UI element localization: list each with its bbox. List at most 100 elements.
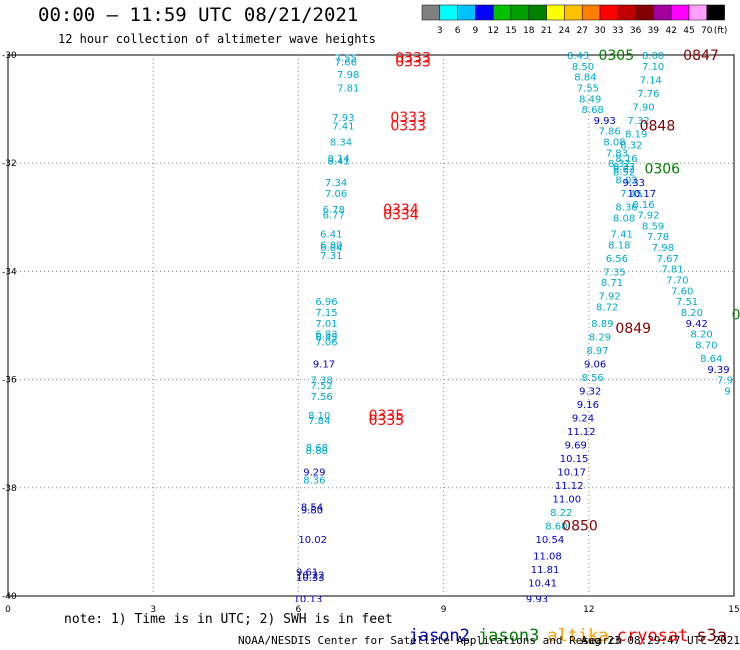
wave-height-label: 8.68 — [306, 443, 328, 454]
wave-height-label: 11.00 — [553, 495, 582, 506]
wave-height-label: 7.9 — [717, 376, 733, 387]
wave-height-label: 8.22 — [550, 508, 572, 519]
wave-height-label: 10.15 — [560, 454, 589, 465]
colorbar-label: 39 — [648, 26, 660, 36]
y-tick-label: -32 — [2, 159, 17, 169]
wave-height-label: 8.20 — [690, 330, 712, 341]
colorbar-label: 42 — [665, 26, 676, 36]
wave-height-label: 9.69 — [565, 441, 587, 452]
wave-height-label: 6.96 — [315, 297, 337, 308]
wave-height-label: 6.78 — [323, 205, 345, 216]
wave-height-label: 9.42 — [686, 319, 708, 330]
wave-height-label: 9.06 — [584, 359, 606, 370]
wave-height-label: 11.12 — [555, 481, 584, 492]
wave-height-label: 7.34 — [325, 178, 347, 189]
wave-height-label: 7.92 — [637, 211, 659, 222]
wave-height-label: 8.08 — [603, 138, 625, 149]
wave-height-label: 8.41 — [327, 156, 349, 167]
legend-item-altika: altika — [547, 626, 609, 646]
wave-height-label: 7.52 — [311, 381, 333, 392]
wave-height-label: 6.80 — [320, 240, 342, 251]
wave-height-label: 7.70 — [666, 276, 688, 287]
pass-time-label: 0333 — [395, 51, 431, 67]
wave-height-label: 9.93 — [526, 595, 548, 606]
wave-height-label: 6.84 — [320, 243, 342, 254]
wave-height-label: 8.84 — [574, 73, 596, 84]
wave-height-label: 8.52 — [613, 167, 635, 178]
wave-height-label: 9.80 — [301, 505, 323, 516]
wave-height-label: 8.37 — [613, 162, 635, 173]
wave-height-label: 8.49 — [579, 94, 601, 105]
wave-height-label: 8.59 — [642, 221, 664, 232]
pass-time-label: 0850 — [562, 519, 598, 535]
wave-height-label: 7.81 — [337, 83, 359, 94]
wave-height-label: 8.00 — [642, 51, 664, 62]
colorbar-label: 3 — [437, 26, 443, 36]
wave-height-label: 7.32 — [628, 116, 650, 127]
wave-height-label: 8.32 — [608, 159, 630, 170]
wave-height-label: 8.32 — [620, 140, 642, 151]
colorbar-label: 9 — [473, 26, 479, 36]
colorbar-swatch — [706, 4, 725, 21]
colorbar: 3 6 9 12 15 18 21 24 27 30 33 36 39 42 45 70 (ft) — [421, 4, 728, 36]
legend-item-s3a: s3a — [696, 626, 728, 646]
wave-height-label: 8.56 — [582, 373, 604, 384]
y-tick-label: -36 — [2, 376, 17, 386]
wave-height-label: 7.38 — [311, 376, 333, 387]
wave-height-label: 8.16 — [632, 200, 654, 211]
colorbar-label: 18 — [523, 26, 535, 36]
colorbar-label: 36 — [630, 26, 642, 36]
wave-height-label: 8.43 — [567, 51, 589, 62]
wave-height-label: 7.66 — [335, 57, 357, 68]
wave-height-label: 8.02 — [615, 175, 637, 186]
wave-height-label: 9.17 — [313, 359, 335, 370]
x-tick-label: 6 — [296, 605, 302, 615]
wave-height-label: 7.60 — [671, 286, 693, 297]
x-tick-label: 12 — [583, 605, 594, 615]
wave-height-label: 7.83 — [606, 148, 628, 159]
legend-item-cryosat: cryosat — [616, 626, 689, 646]
wave-height-label: 6.83 — [315, 330, 337, 341]
x-tick-label: 0 — [5, 605, 11, 615]
wave-height-label: 10.02 — [298, 535, 327, 546]
x-tick-label: 9 — [441, 605, 447, 615]
wave-height-label: 10.17 — [557, 468, 586, 479]
wave-height-label: 7.86 — [598, 127, 620, 138]
x-tick-label: 15 — [728, 605, 739, 615]
wave-height-label: 7.98 — [337, 70, 359, 81]
wave-height-label: 8.70 — [695, 340, 717, 351]
wave-height-label: 8.62 — [613, 165, 635, 176]
wave-height-label: 8.14 — [327, 154, 349, 165]
pass-time-label: 0847 — [683, 48, 719, 64]
wave-height-label: 8.16 — [615, 154, 637, 165]
wave-height-label: 7.78 — [647, 232, 669, 243]
wave-height-label: 7.98 — [652, 243, 674, 254]
wave-height-label: 7.76 — [637, 89, 659, 100]
legend-item-jason3: jason3 — [477, 626, 540, 646]
colorbar-label: (ft) — [714, 26, 728, 36]
colorbar-label: 33 — [612, 26, 623, 36]
wave-height-label: 7.93 — [332, 113, 354, 124]
pass-time-label: 0849 — [615, 321, 651, 337]
wave-height-label: 7.55 — [335, 54, 357, 65]
colorbar-label: 21 — [541, 26, 552, 36]
y-tick-label: -40 — [2, 592, 17, 602]
wave-height-label: 8.97 — [586, 346, 608, 357]
colorbar-label: 30 — [594, 26, 606, 36]
legend-item-jason2: jason2 — [408, 626, 470, 646]
wave-height-label: 9.61 — [296, 568, 318, 579]
pass-time-label: 0333 — [395, 54, 431, 70]
wave-height-label: 7.56 — [311, 392, 333, 403]
wave-height-label: 8.50 — [572, 62, 594, 73]
wave-height-label: 8.54 — [301, 503, 323, 514]
wave-height-label: 9.93 — [594, 116, 616, 127]
wave-height-label: 7.67 — [657, 254, 679, 265]
wave-height-label: 7.35 — [603, 267, 625, 278]
legend: jason2 jason3 altika cryosat s3a — [388, 606, 735, 646]
wave-height-label: 8.88 — [306, 446, 328, 457]
colorbar-label: 6 — [455, 26, 461, 36]
wave-height-label: 8.20 — [681, 308, 703, 319]
wave-height-label: 6.77 — [323, 211, 345, 222]
wave-height-label: 10.13 — [294, 595, 323, 606]
